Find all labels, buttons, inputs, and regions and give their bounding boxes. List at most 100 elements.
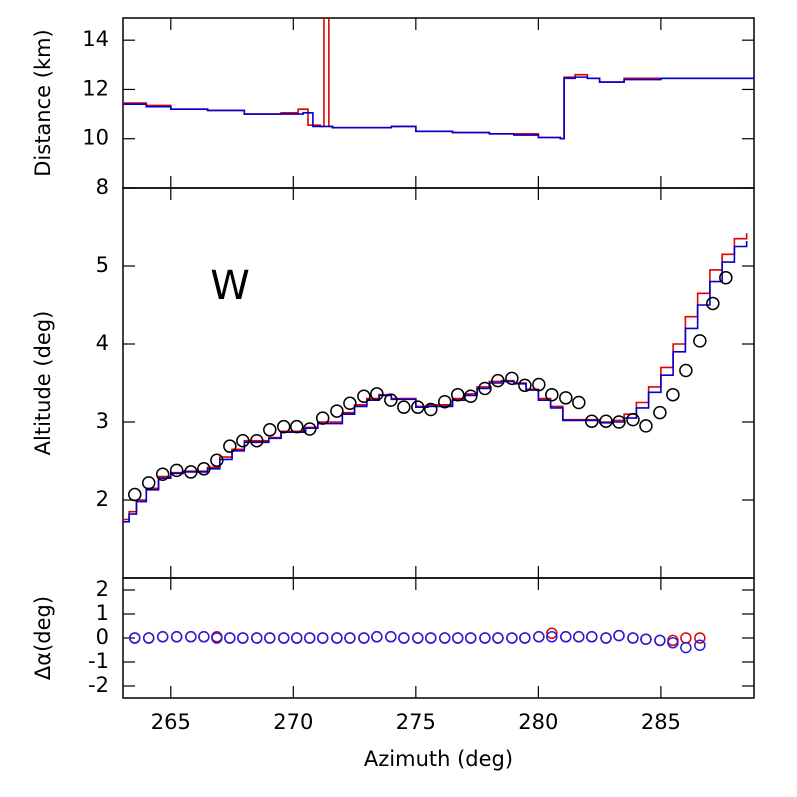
point — [546, 627, 558, 639]
point — [316, 632, 329, 644]
point — [679, 363, 693, 378]
point — [545, 387, 559, 402]
point — [142, 632, 155, 644]
annotation: W — [210, 263, 250, 309]
x-tick-label: 275 — [396, 710, 436, 734]
point — [479, 632, 491, 644]
y-tick-label: 5 — [96, 253, 109, 277]
plot-area — [123, 18, 754, 140]
point — [694, 632, 706, 644]
point — [666, 387, 680, 402]
point — [667, 634, 679, 647]
point — [438, 632, 451, 644]
point — [451, 632, 464, 644]
point — [640, 633, 652, 645]
point — [385, 631, 397, 643]
point — [197, 462, 211, 476]
point — [491, 373, 505, 388]
point — [450, 387, 465, 402]
point — [251, 632, 263, 644]
plot-frame — [122, 187, 755, 579]
point — [586, 631, 598, 643]
y-tick-label: 2 — [96, 487, 109, 511]
y-tick-label: 12 — [82, 76, 109, 100]
point — [397, 400, 411, 414]
point — [278, 632, 290, 644]
point — [546, 631, 558, 643]
point — [290, 632, 303, 644]
point — [464, 632, 477, 644]
point — [224, 632, 236, 644]
point — [532, 377, 546, 392]
point — [572, 395, 586, 410]
point — [331, 632, 343, 644]
point — [425, 632, 437, 644]
point — [694, 639, 706, 651]
point — [653, 405, 667, 420]
plot-area — [129, 627, 706, 654]
point — [680, 641, 692, 654]
point — [156, 631, 169, 643]
point — [627, 632, 639, 644]
plot-frame — [122, 577, 755, 699]
y-tick-label: 14 — [82, 27, 109, 51]
point — [169, 463, 184, 478]
point — [185, 631, 197, 643]
point — [706, 296, 720, 311]
x-axis-label: Azimuth (deg) — [364, 747, 513, 771]
point — [170, 631, 183, 643]
point — [693, 334, 707, 348]
x-tick-label: 280 — [518, 710, 558, 734]
point — [463, 389, 478, 404]
y-tick-label: 10 — [82, 126, 109, 150]
x-tick-label: 285 — [641, 710, 681, 734]
point — [330, 404, 344, 418]
point — [344, 632, 356, 644]
point — [264, 632, 276, 644]
point — [289, 419, 304, 434]
point — [277, 419, 291, 434]
point — [573, 631, 585, 643]
point — [505, 371, 519, 386]
point — [437, 394, 452, 409]
y-tick-label: -2 — [88, 673, 109, 697]
y-axis-label: Distance (km) — [31, 29, 55, 177]
point — [315, 411, 330, 425]
y-tick-label: 8 — [96, 175, 109, 199]
step-line — [123, 76, 754, 140]
point — [719, 270, 733, 285]
y-tick-label: 3 — [96, 409, 109, 433]
x-tick-label: 265 — [151, 710, 191, 734]
point — [371, 631, 383, 643]
y-tick-label: 0 — [96, 625, 109, 649]
y-tick-label: 2 — [96, 577, 109, 601]
point — [600, 632, 612, 644]
point — [198, 631, 210, 643]
point — [412, 632, 424, 644]
plot-area — [123, 233, 748, 523]
point — [424, 402, 438, 417]
point — [585, 414, 599, 428]
point — [223, 439, 237, 453]
point — [613, 629, 625, 642]
point — [370, 387, 384, 401]
y-axis-label: Δα(deg) — [31, 596, 55, 680]
step-line — [123, 241, 748, 523]
point — [357, 389, 371, 404]
point — [411, 400, 425, 414]
point — [626, 412, 640, 427]
point — [680, 632, 692, 644]
point — [506, 632, 518, 644]
point — [210, 453, 224, 467]
point — [519, 632, 531, 644]
point — [559, 391, 573, 405]
point — [211, 632, 223, 644]
point — [478, 381, 492, 396]
point — [155, 467, 170, 482]
point — [263, 423, 277, 437]
point — [343, 396, 357, 411]
point — [492, 632, 504, 644]
x-tick-label: 270 — [273, 710, 313, 734]
point — [560, 631, 572, 643]
